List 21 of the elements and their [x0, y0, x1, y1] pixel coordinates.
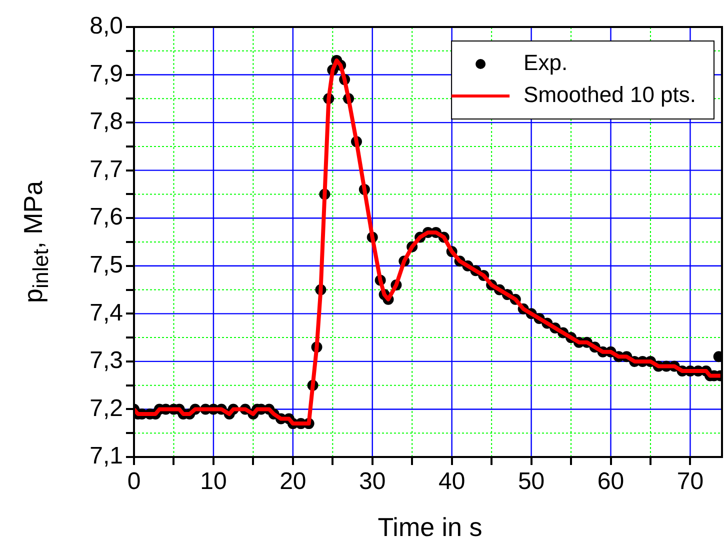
x-tick-label: 30 — [359, 468, 386, 496]
x-tick-label: 50 — [518, 468, 545, 496]
y-tick-label: 7,1 — [90, 442, 123, 470]
y-tick-label: 7,7 — [90, 156, 123, 183]
x-tick-label: 10 — [200, 468, 227, 496]
y-tick-label: 8,0 — [90, 12, 123, 40]
x-tick-label: 40 — [438, 468, 466, 496]
y-tick-label: 7,3 — [90, 347, 123, 374]
y-tick-label: 7,2 — [90, 394, 123, 422]
y-tick-label: 7,6 — [90, 204, 123, 231]
legend-label: Exp. — [524, 50, 568, 76]
y-tick-label: 7,8 — [90, 108, 123, 136]
y-tick-label: 7,5 — [90, 252, 123, 279]
x-tick-label: 0 — [127, 468, 141, 496]
x-axis-title: Time in s — [376, 512, 484, 543]
y-tick-label: 7,9 — [90, 60, 123, 88]
x-tick-label: 60 — [597, 468, 624, 496]
x-tick-label: 70 — [676, 468, 704, 496]
legend-label: Smoothed 10 pts. — [524, 82, 696, 108]
y-tick-label: 7,4 — [90, 299, 123, 326]
x-tick-label: 20 — [280, 468, 306, 496]
